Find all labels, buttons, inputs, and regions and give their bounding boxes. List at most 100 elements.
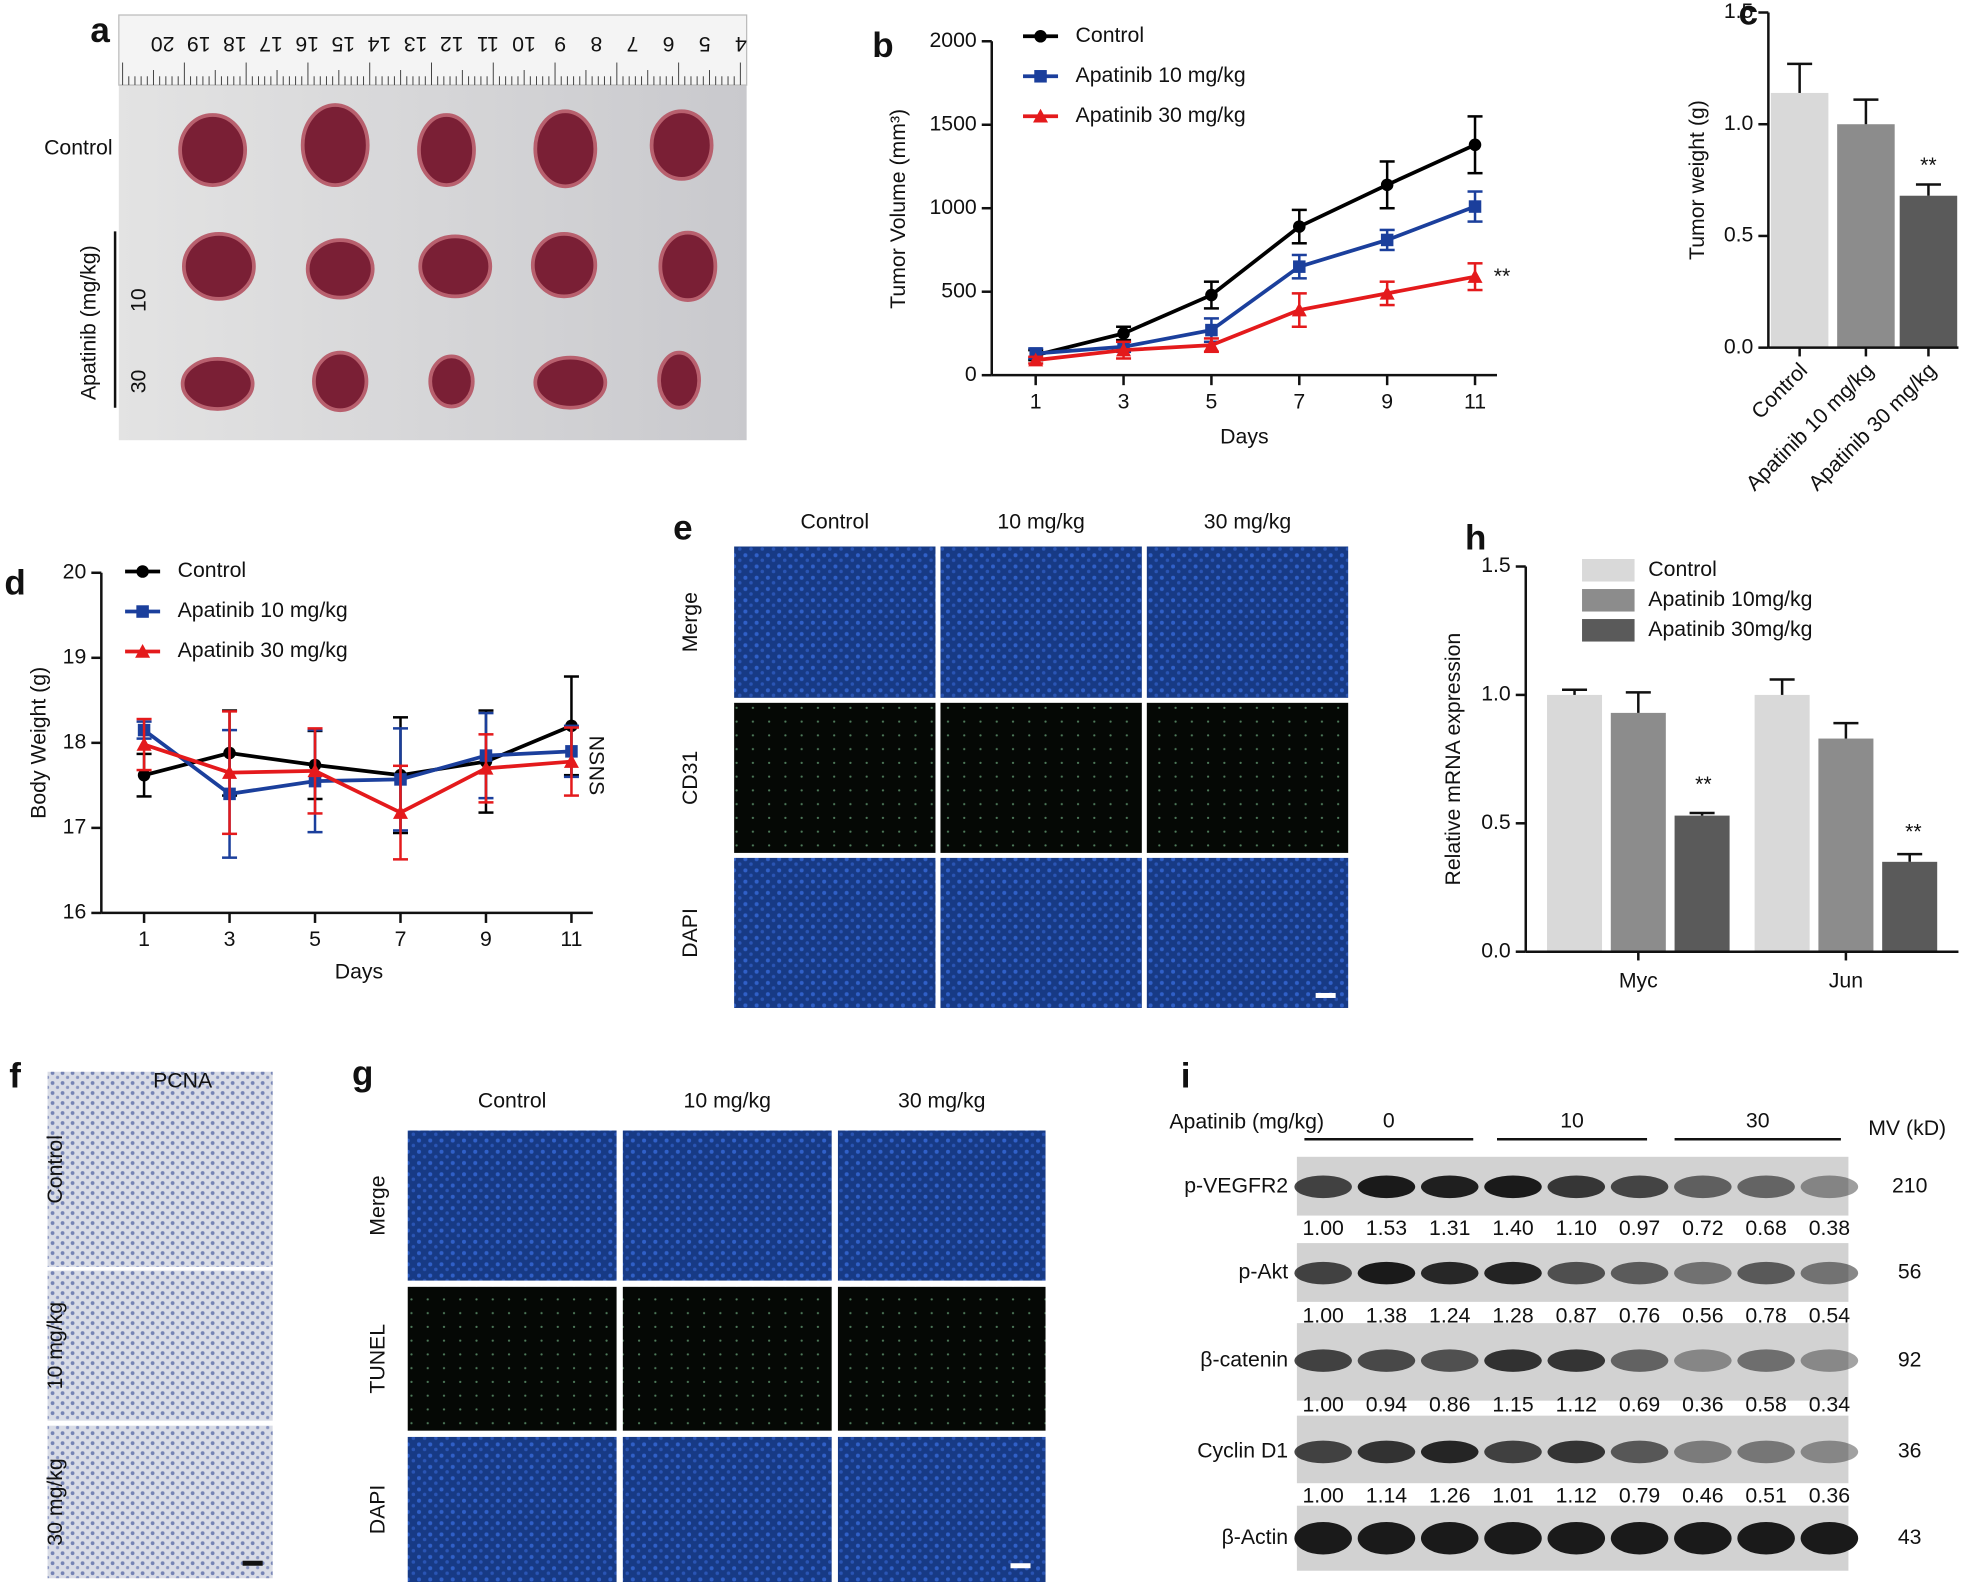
- quantification: 1.12: [1556, 1392, 1597, 1416]
- panel-letter: c: [1739, 0, 1758, 32]
- quantification: 1.00: [1302, 1216, 1343, 1240]
- ruler-number: 5: [699, 32, 711, 56]
- quantification: 1.26: [1429, 1484, 1470, 1508]
- panel-letter: a: [90, 11, 110, 50]
- dose-label: 10: [127, 288, 151, 312]
- band: [1800, 1261, 1859, 1285]
- band: [1357, 1521, 1416, 1555]
- marker: [137, 768, 151, 782]
- tumor: [417, 113, 476, 187]
- x-tick-label: 1: [138, 927, 150, 951]
- ruler-number: 7: [627, 32, 639, 56]
- ruler-number: 11: [477, 32, 499, 56]
- micrograph: [407, 1286, 617, 1431]
- bar: [1770, 92, 1829, 348]
- marker: [222, 765, 238, 779]
- panel-letter: h: [1465, 519, 1486, 558]
- ruler-number: 19: [187, 32, 211, 56]
- series-line: [1035, 204, 1476, 356]
- band: [1800, 1175, 1859, 1199]
- y-tick-label: 500: [941, 278, 976, 302]
- mw-header: MV (kD): [1868, 1116, 1946, 1140]
- ruler-number: 4: [735, 32, 747, 56]
- quantification: 0.69: [1619, 1392, 1660, 1416]
- annotation: **: [1695, 772, 1712, 796]
- quantification: 1.12: [1556, 1484, 1597, 1508]
- band: [1420, 1349, 1479, 1372]
- band: [1357, 1349, 1416, 1372]
- tumor: [428, 354, 475, 409]
- band: [1737, 1261, 1795, 1285]
- series-line: [1035, 274, 1476, 363]
- band: [1610, 1175, 1669, 1199]
- x-tick-label: 3: [224, 927, 236, 951]
- tumor: [649, 109, 714, 181]
- ruler: [118, 14, 748, 86]
- y-tick-label: 0.5: [1724, 223, 1754, 247]
- y-tick-label: 18: [63, 729, 87, 753]
- legend-label: Apatinib 10 mg/kg: [1076, 63, 1246, 87]
- micrograph: [622, 1130, 832, 1281]
- tumor: [305, 238, 375, 300]
- y-axis-title: Tumor Volume (mm³): [886, 109, 910, 309]
- marker: [1293, 260, 1306, 273]
- quantification: 1.01: [1492, 1484, 1533, 1508]
- quantification: 0.51: [1745, 1484, 1786, 1508]
- row-label: 10 mg/kg: [43, 1302, 67, 1389]
- treatment-label: Apatinib (mg/kg): [1169, 1110, 1324, 1134]
- protein-label: p-Akt: [1239, 1260, 1289, 1284]
- band: [1800, 1349, 1859, 1372]
- micrograph: [837, 1436, 1046, 1582]
- ruler-number: 8: [590, 32, 602, 56]
- y-axis-title: Tumor weight (g): [1685, 100, 1709, 260]
- marker: [392, 805, 409, 819]
- annotation: **: [1494, 264, 1511, 288]
- legend-swatch: [1582, 589, 1635, 612]
- column-label: 10 mg/kg: [684, 1088, 771, 1112]
- x-tick-label: 3: [1118, 389, 1130, 413]
- quantification: 1.10: [1556, 1216, 1597, 1240]
- bar: [1610, 712, 1666, 952]
- tumor: [181, 231, 256, 301]
- band: [1294, 1175, 1352, 1199]
- bar: [1882, 861, 1938, 952]
- micrograph: [940, 546, 1142, 698]
- y-tick-label: 20: [63, 559, 87, 583]
- group-label: Apatinib (mg/kg): [77, 245, 101, 400]
- dose-label: 30: [1746, 1108, 1770, 1132]
- column-label: 30 mg/kg: [1204, 509, 1291, 533]
- scale-bar: [242, 1560, 263, 1566]
- x-tick-label: 7: [395, 927, 407, 951]
- bar: [1754, 694, 1810, 952]
- band: [1737, 1521, 1795, 1555]
- ruler-number: 18: [223, 32, 247, 56]
- annotation: **: [1920, 153, 1937, 177]
- column-label: 30 mg/kg: [898, 1088, 985, 1112]
- band: [1294, 1261, 1352, 1285]
- series-line: [143, 742, 572, 815]
- row-label: DAPI: [366, 1485, 390, 1535]
- protein-label: β-catenin: [1200, 1347, 1288, 1371]
- band: [1610, 1261, 1669, 1285]
- x-tick-label: 11: [560, 927, 582, 951]
- quantification: 0.94: [1366, 1392, 1408, 1416]
- ruler-number: 10: [512, 32, 536, 56]
- x-tick-label: Jun: [1829, 968, 1863, 992]
- quantification: 0.97: [1619, 1216, 1660, 1240]
- quantification: 0.36: [1809, 1484, 1850, 1508]
- tumor: [178, 113, 248, 187]
- marker: [1380, 178, 1394, 192]
- band: [1420, 1521, 1479, 1555]
- x-tick-label: 11: [1464, 389, 1486, 413]
- quantification: 1.40: [1492, 1216, 1533, 1240]
- band: [1547, 1349, 1606, 1372]
- protein-label: p-VEGFR2: [1184, 1173, 1288, 1197]
- micrograph: [47, 1425, 273, 1579]
- ruler-number: 16: [295, 32, 319, 56]
- column-label: Control: [478, 1088, 547, 1112]
- marker: [563, 754, 579, 768]
- y-tick-label: 1.0: [1481, 682, 1511, 706]
- marker: [1293, 220, 1306, 233]
- marker: [135, 644, 151, 658]
